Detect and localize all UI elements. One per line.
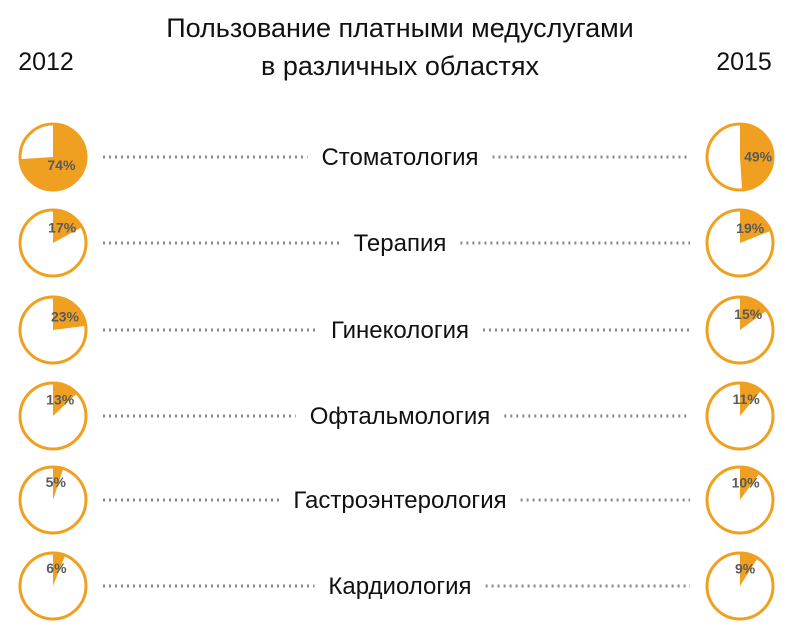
pie-slice-0-0 (20, 124, 87, 190)
category-label-3: Офтальмология (310, 403, 491, 430)
pie-value-label-1-3: 11% (732, 391, 760, 407)
pie-slice-0-4 (53, 467, 64, 500)
pie-slice-1-1 (740, 210, 771, 243)
category-label-5: Кардиология (328, 573, 471, 600)
pie-value-label-0-1: 17% (48, 219, 77, 235)
pie-value-label-0-5: 6% (46, 560, 67, 576)
pie-value-label-1-0: 49% (744, 148, 773, 164)
year-label-left: 2012 (18, 48, 74, 76)
category-label-4: Гастроэнтерология (293, 487, 506, 514)
pie-slice-1-0 (740, 124, 773, 190)
pie-value-label-0-3: 13% (46, 391, 75, 407)
pie-slice-0-5 (53, 553, 66, 586)
pie-slice-1-4 (740, 467, 760, 500)
chart-title-line-2: в различных областях (261, 51, 539, 81)
pie-slice-1-3 (740, 383, 762, 416)
category-label-1: Терапия (354, 230, 447, 257)
pie-value-label-0-4: 5% (46, 474, 67, 490)
pie-value-label-1-2: 15% (734, 306, 763, 322)
pie-slice-1-2 (740, 297, 767, 330)
pie-slice-0-3 (53, 383, 78, 416)
pie-value-label-1-5: 9% (735, 561, 756, 577)
category-label-0: Стоматология (321, 144, 478, 171)
pie-slice-0-1 (53, 210, 82, 243)
pie-value-label-0-0: 74% (47, 157, 76, 173)
chart-rows: Стоматология 74% 49% Терапия 17% 19% Гинеколог… (18, 122, 775, 621)
pie-slice-0-2 (53, 297, 86, 330)
year-label-right: 2015 (716, 48, 772, 76)
chart-title-line-1: Пользование платными медуслугами (166, 13, 634, 43)
pie-value-label-0-2: 23% (51, 308, 80, 324)
pie-slice-1-5 (740, 553, 758, 586)
category-label-2: Гинекология (331, 317, 469, 344)
pie-value-label-1-1: 19% (736, 220, 765, 236)
pie-value-label-1-4: 10% (732, 475, 761, 491)
